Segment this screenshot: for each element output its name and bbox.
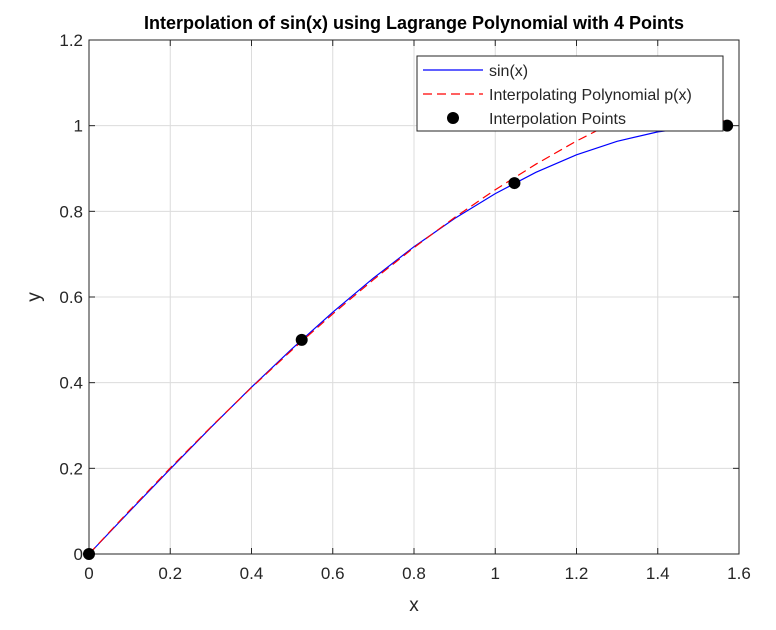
legend-entry: sin(x) — [423, 63, 528, 80]
x-tick-label: 1 — [491, 564, 500, 583]
x-tick-label: 0 — [84, 564, 93, 583]
x-tick-label: 1.6 — [727, 564, 751, 583]
interpolation-point — [83, 548, 95, 560]
x-tick-label: 0.4 — [240, 564, 264, 583]
y-tick-label: 0.8 — [59, 202, 83, 221]
y-tick-label: 1.2 — [59, 31, 83, 50]
x-tick-label: 0.2 — [158, 564, 182, 583]
x-tick-label: 1.2 — [565, 564, 589, 583]
y-tick-label: 1 — [74, 117, 83, 136]
interpolation-point — [295, 333, 308, 346]
x-axis-label: x — [409, 595, 419, 616]
legend-label: Interpolating Polynomial p(x) — [489, 87, 692, 104]
y-tick-label: 0.2 — [59, 459, 83, 478]
series-interpolation-points — [83, 119, 734, 560]
x-tick-label: 0.6 — [321, 564, 345, 583]
legend-label: Interpolation Points — [489, 111, 626, 128]
x-axis: 0 0.2 0.4 0.6 0.8 1 1.2 1.4 1.6 — [84, 40, 751, 583]
y-tick-label: 0 — [74, 545, 83, 564]
y-axis: 0 0.2 0.4 0.6 0.8 1 1.2 — [59, 31, 739, 564]
y-tick-label: 0.4 — [59, 374, 83, 393]
x-tick-label: 1.4 — [646, 564, 670, 583]
interpolation-point — [721, 119, 734, 132]
legend-entry: Interpolating Polynomial p(x) — [423, 87, 692, 104]
legend-label: sin(x) — [489, 63, 528, 80]
legend: sin(x) Interpolating Polynomial p(x) Inter… — [416, 55, 724, 132]
interpolation-point — [508, 177, 521, 190]
chart-title: Interpolation of sin(x) using Lagrange P… — [144, 13, 684, 33]
x-tick-label: 0.8 — [402, 564, 426, 583]
legend-marker — [447, 112, 459, 124]
y-axis-label: y — [24, 292, 45, 302]
y-tick-label: 0.6 — [59, 288, 83, 307]
legend-entry: Interpolation Points — [447, 111, 626, 128]
